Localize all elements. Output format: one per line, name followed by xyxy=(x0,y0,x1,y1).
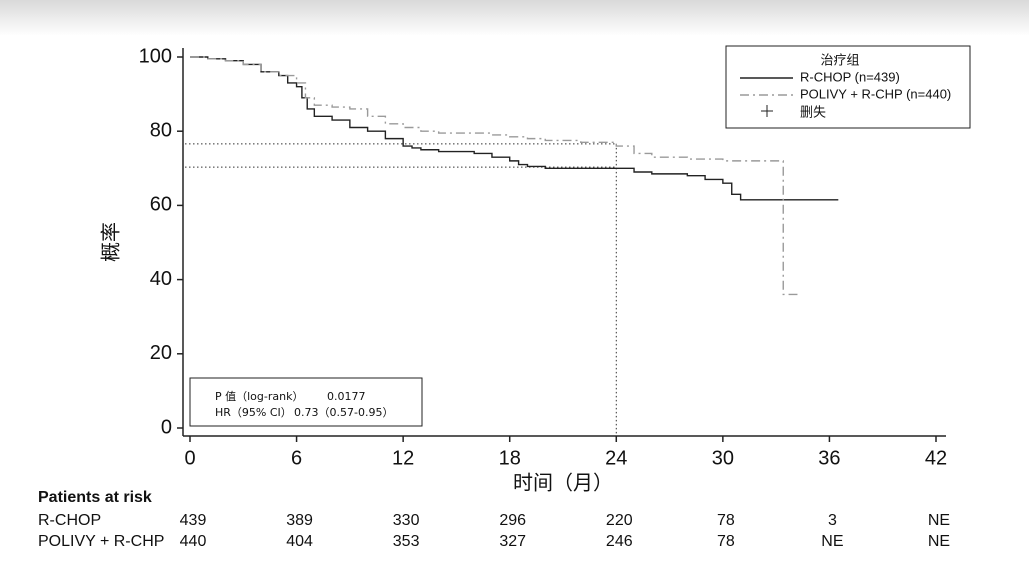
risk-row-name: R-CHOP xyxy=(38,512,101,529)
km-curve xyxy=(190,56,839,201)
hr-label: HR（95% CI） xyxy=(215,406,292,419)
legend-censor: 删失 xyxy=(800,104,826,119)
risk-count: 327 xyxy=(499,533,526,550)
risk-count: 389 xyxy=(286,512,313,529)
y-tick-label: 0 xyxy=(161,416,172,438)
p-value: 0.0177 xyxy=(327,390,366,403)
risk-count: NE xyxy=(821,533,843,550)
legend-label: R-CHOP (n=439) xyxy=(800,69,900,84)
legend-label: POLIVY + R-CHP (n=440) xyxy=(800,86,951,101)
risk-row-name: POLIVY + R-CHP xyxy=(38,533,164,550)
x-tick-label: 42 xyxy=(925,447,947,469)
p-label: P 值（log-rank） xyxy=(215,390,303,403)
risk-count: NE xyxy=(928,533,950,550)
x-tick-label: 0 xyxy=(184,447,195,469)
km-curve xyxy=(190,56,798,296)
y-axis-label: 概率 xyxy=(99,222,122,262)
x-tick-label: 6 xyxy=(291,447,302,469)
risk-count: 246 xyxy=(606,533,633,550)
x-axis-label: 时间（月） xyxy=(513,471,613,494)
x-tick-label: 36 xyxy=(818,447,840,469)
x-tick-label: 12 xyxy=(392,447,414,469)
risk-count: 330 xyxy=(393,512,420,529)
y-tick-label: 100 xyxy=(139,45,172,67)
y-tick-label: 60 xyxy=(150,194,172,216)
x-tick-label: 24 xyxy=(605,447,627,469)
risk-count: 353 xyxy=(393,533,420,550)
legend-title: 治疗组 xyxy=(820,52,859,67)
risk-count: 404 xyxy=(286,533,313,550)
risk-count: NE xyxy=(928,512,950,529)
risk-count: 440 xyxy=(180,533,207,550)
x-tick-label: 18 xyxy=(499,447,521,469)
risk-count: 78 xyxy=(717,512,735,529)
risk-count: 439 xyxy=(180,512,207,529)
risk-title: Patients at risk xyxy=(38,489,152,506)
top-shade xyxy=(0,0,1029,36)
risk-count: 296 xyxy=(499,512,526,529)
y-tick-label: 40 xyxy=(150,268,172,290)
risk-count: 3 xyxy=(828,512,837,529)
y-tick-label: 80 xyxy=(150,119,172,141)
stats-box xyxy=(189,377,423,427)
risk-count: 220 xyxy=(606,512,633,529)
x-tick-label: 30 xyxy=(712,447,734,469)
legend-box xyxy=(725,45,971,129)
risk-count: 78 xyxy=(717,533,735,550)
censor-symbol xyxy=(761,105,773,117)
y-tick-label: 20 xyxy=(150,342,172,364)
hr-value: 0.73（0.57-0.95） xyxy=(294,406,393,419)
